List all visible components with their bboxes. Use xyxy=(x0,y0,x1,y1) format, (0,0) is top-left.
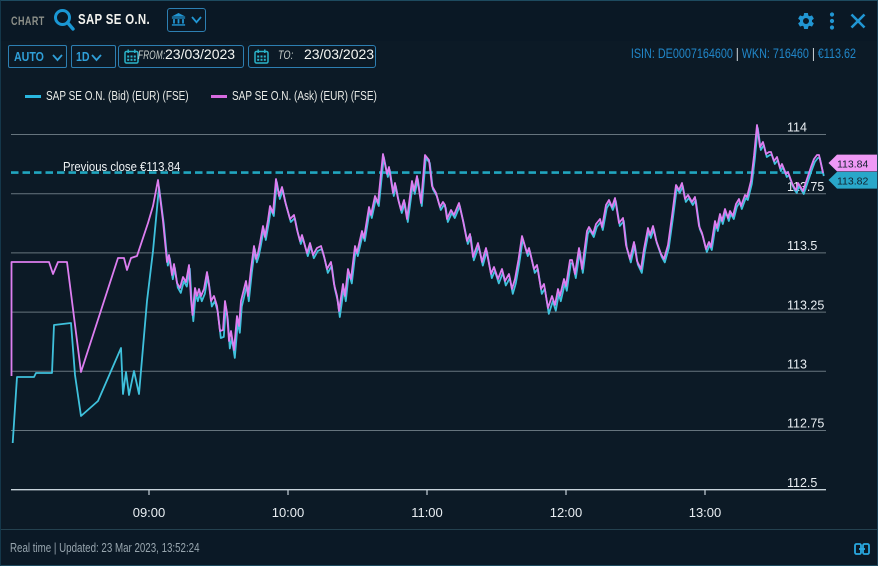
svg-text:11:00: 11:00 xyxy=(411,505,443,520)
svg-text:112.5: 112.5 xyxy=(787,476,817,490)
svg-text:113.82: 113.82 xyxy=(837,176,868,188)
svg-text:113.84: 113.84 xyxy=(837,159,868,171)
svg-text:113.25: 113.25 xyxy=(787,298,824,312)
svg-text:112.75: 112.75 xyxy=(787,417,824,431)
svg-text:Previous close €113.84: Previous close €113.84 xyxy=(63,159,181,174)
svg-text:13:00: 13:00 xyxy=(689,505,722,520)
svg-text:113.5: 113.5 xyxy=(787,239,817,253)
svg-text:09:00: 09:00 xyxy=(133,505,166,520)
svg-text:12:00: 12:00 xyxy=(550,505,583,520)
svg-text:10:00: 10:00 xyxy=(272,505,305,520)
svg-text:113: 113 xyxy=(787,358,807,372)
svg-text:114: 114 xyxy=(787,121,807,135)
